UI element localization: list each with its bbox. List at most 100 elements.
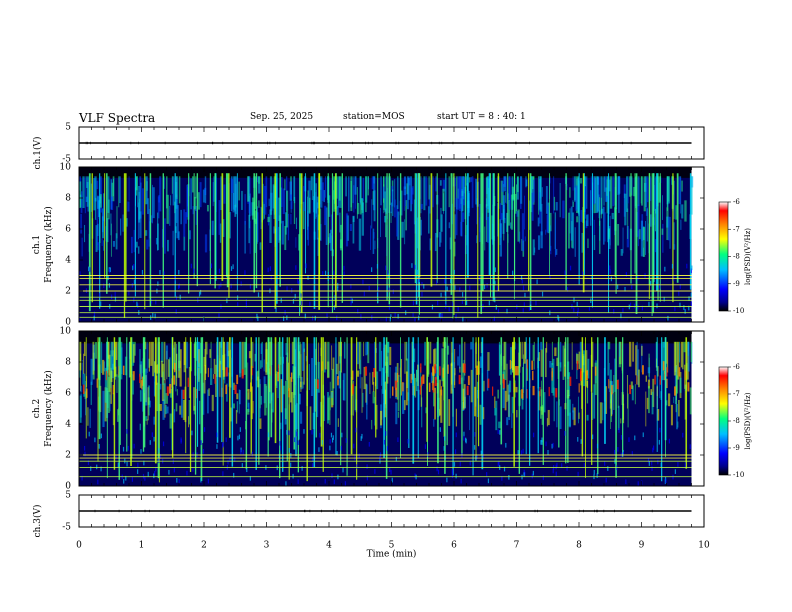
emission-streak bbox=[646, 208, 648, 242]
emission-streak bbox=[249, 221, 251, 254]
noise-speckle bbox=[446, 477, 448, 483]
noise-speckle bbox=[123, 478, 125, 484]
emission-streak bbox=[429, 341, 432, 364]
emission-streak bbox=[380, 350, 383, 386]
emission-streak bbox=[637, 349, 639, 386]
noise-speckle bbox=[499, 430, 501, 435]
emission-streak bbox=[673, 341, 677, 376]
intense-emission bbox=[421, 376, 423, 386]
emission-streak bbox=[453, 241, 456, 257]
emission-streak bbox=[140, 182, 142, 219]
noise-speckle bbox=[535, 300, 537, 306]
noise-speckle bbox=[667, 315, 669, 321]
emission-streak bbox=[376, 371, 379, 390]
y-tick-label: 5 bbox=[65, 491, 71, 501]
intense-emission bbox=[608, 379, 610, 389]
emission-streak bbox=[83, 341, 86, 357]
noise-speckle bbox=[292, 298, 295, 304]
emission-streak bbox=[441, 348, 444, 382]
intense-emission bbox=[141, 376, 144, 386]
emission-streak bbox=[384, 191, 386, 212]
noise-speckle bbox=[397, 437, 399, 443]
colorbar-tick-label: -10 bbox=[733, 307, 744, 315]
emission-streak bbox=[159, 176, 162, 212]
emission-streak bbox=[110, 213, 112, 236]
x-tick-label: 2 bbox=[201, 541, 207, 551]
emission-streak bbox=[648, 353, 650, 377]
emission-streak bbox=[599, 197, 601, 226]
noise-speckle bbox=[689, 444, 691, 449]
noise-speckle bbox=[108, 268, 111, 274]
emission-streak bbox=[648, 385, 650, 414]
emission-streak bbox=[647, 379, 650, 389]
noise-speckle bbox=[386, 284, 388, 290]
noise-speckle bbox=[637, 481, 639, 486]
emission-streak bbox=[247, 392, 249, 408]
emission-streak bbox=[464, 388, 466, 410]
noise-speckle bbox=[658, 439, 660, 445]
emission-streak bbox=[122, 214, 124, 232]
emission-streak bbox=[397, 374, 400, 412]
emission-streak bbox=[655, 176, 657, 214]
x-tick-label: 9 bbox=[639, 541, 645, 551]
emission-streak bbox=[559, 406, 562, 429]
emission-streak bbox=[689, 387, 692, 415]
noise-speckle bbox=[103, 283, 105, 289]
emission-streak bbox=[188, 230, 191, 240]
noise-speckle bbox=[115, 454, 117, 460]
emission-streak bbox=[447, 345, 450, 355]
noise-speckle bbox=[336, 450, 338, 456]
emission-streak bbox=[307, 190, 309, 227]
noise-speckle bbox=[344, 481, 347, 486]
emission-streak bbox=[337, 418, 339, 427]
emission-streak bbox=[384, 389, 386, 405]
emission-streak bbox=[504, 390, 507, 411]
noise-speckle bbox=[79, 271, 81, 276]
emission-streak bbox=[331, 368, 334, 406]
noise-speckle bbox=[360, 314, 362, 319]
emission-streak bbox=[201, 382, 205, 415]
noise-speckle bbox=[463, 431, 465, 437]
emission-streak bbox=[84, 224, 86, 243]
intense-emission bbox=[432, 380, 434, 391]
emission-streak bbox=[110, 196, 114, 210]
emission-streak bbox=[661, 341, 664, 381]
emission-streak bbox=[298, 393, 301, 405]
emission-streak bbox=[625, 176, 629, 212]
emission-streak bbox=[404, 219, 406, 245]
emission-streak bbox=[171, 176, 173, 194]
emission-streak bbox=[146, 176, 148, 205]
emission-streak bbox=[146, 341, 148, 373]
start-time-label: start UT = 8 : 40: 1 bbox=[437, 112, 526, 122]
noise-speckle bbox=[270, 275, 272, 281]
emission-streak bbox=[396, 205, 399, 237]
noise-speckle bbox=[296, 431, 298, 437]
noise-speckle bbox=[495, 304, 497, 310]
noise-speckle bbox=[604, 461, 606, 466]
intense-emission bbox=[234, 384, 237, 395]
noise-speckle bbox=[202, 448, 205, 454]
emission-streak bbox=[515, 386, 518, 393]
emission-streak bbox=[136, 176, 138, 208]
emission-streak bbox=[486, 216, 489, 243]
noise-speckle bbox=[523, 472, 525, 478]
emission-streak bbox=[133, 229, 135, 253]
colorbar bbox=[718, 201, 729, 312]
noise-speckle bbox=[286, 315, 288, 321]
emission-streak bbox=[562, 200, 565, 219]
emission-streak bbox=[529, 200, 531, 230]
emission-streak bbox=[413, 348, 416, 363]
noise-speckle bbox=[659, 283, 661, 289]
intense-emission bbox=[391, 386, 394, 396]
noise-speckle bbox=[542, 475, 544, 481]
noise-speckle bbox=[137, 303, 139, 309]
emission-streak bbox=[165, 393, 168, 404]
noise-speckle bbox=[374, 469, 376, 474]
noise-speckle bbox=[81, 475, 83, 481]
noise-speckle bbox=[140, 449, 142, 454]
noise-speckle bbox=[100, 466, 102, 472]
emission-streak bbox=[219, 223, 222, 243]
emission-streak bbox=[118, 176, 120, 208]
emission-streak bbox=[587, 214, 589, 226]
noise-speckle bbox=[440, 292, 442, 298]
